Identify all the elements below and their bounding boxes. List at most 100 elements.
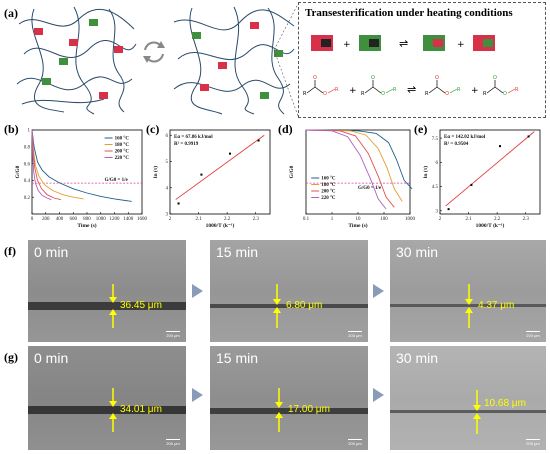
crack-width-value: 17.00 μm [288, 404, 330, 415]
legend-entry: 220 °C [321, 196, 336, 201]
svg-text:R: R [457, 87, 461, 93]
svg-text:O: O [313, 75, 317, 81]
legend-entry: 160 °C [115, 137, 130, 142]
x-tick-label: 1 [331, 217, 334, 222]
fit-annotation: R² = 0.9504 [444, 141, 469, 147]
x-tick-label: 2.1 [465, 217, 472, 222]
measure-arrows-icon [273, 284, 281, 328]
series-line [305, 129, 387, 210]
crack [390, 410, 546, 413]
block-reaction-row: + ⇌ + [311, 35, 495, 51]
svg-text:R: R [393, 87, 397, 93]
svg-text:O: O [493, 75, 497, 81]
time-arrow-icon [192, 388, 203, 402]
micrograph-time: 15 min [216, 244, 259, 260]
reference-line-label: G/G0 = 1/e [358, 186, 382, 191]
legend-entry: 180 °C [115, 143, 130, 148]
crack-width-value: 34.01 μm [120, 404, 162, 415]
x-tick-label: 1200 [110, 217, 121, 222]
time-arrow-icon [192, 284, 203, 298]
svg-text:O: O [381, 91, 385, 97]
fit-line [175, 134, 265, 200]
x-tick-label: 1600 [137, 217, 148, 222]
svg-text:R: R [425, 91, 429, 97]
crack-width-value: 6.80 μm [286, 300, 323, 311]
chart-b: 0 200 400 600 800 1000 1200 1400 1600 0.2 0.4 0.6 0.… [10, 124, 150, 241]
micrograph-time: 0 min [34, 350, 69, 366]
data-point [257, 139, 260, 142]
time-arrow-icon [373, 284, 384, 298]
micrograph-time: 15 min [216, 350, 259, 366]
data-point [447, 208, 450, 211]
svg-text:R: R [303, 91, 307, 97]
cycle-arrows-icon [143, 41, 165, 63]
scale-bar-label: 200 μm [348, 333, 362, 338]
micrograph-time: 30 min [396, 244, 439, 260]
crack [28, 302, 186, 310]
scale-bar-label: 200 μm [166, 441, 180, 446]
svg-text:R: R [515, 87, 519, 93]
svg-text:R: R [335, 87, 339, 93]
scale-bar: 200 μm [166, 331, 180, 338]
x-axis-label: 1000/T (k⁻¹) [476, 222, 505, 229]
svg-text:+: + [457, 40, 465, 50]
reference-line-label: G/G0 = 1/e [105, 178, 129, 183]
scheme-title: Transesterification under heating condit… [305, 7, 513, 19]
svg-text:O: O [445, 91, 449, 97]
data-point [470, 183, 473, 186]
x-tick-label: 0.1 [303, 217, 310, 222]
measure-arrows-icon [109, 284, 117, 328]
x-tick-label: 2.3 [253, 217, 260, 222]
panel-label-f: (f) [4, 244, 16, 258]
network-after-illustration [173, 6, 295, 115]
panel-label-g: (g) [4, 350, 18, 364]
chart-e-svg: 2 2.1 2.2 2.3 3 4.5 6 7.5 1000/T (k⁻¹) ln (τ) Eα =… [422, 129, 541, 229]
panel-label-c: (c) [146, 122, 160, 136]
x-tick-label: 2.2 [494, 217, 501, 222]
y-axis-label: G/G0 [15, 165, 21, 178]
scale-bar-label: 200 μm [526, 333, 540, 338]
svg-text:O: O [503, 91, 507, 97]
y-axis-label: G/G0 [289, 165, 295, 178]
series-line [31, 129, 84, 200]
panel-label-a: (a) [4, 6, 18, 20]
x-tick-label: 0 [31, 217, 34, 222]
x-tick-label: 600 [70, 217, 78, 222]
x-axis-label: Time (s) [348, 222, 367, 229]
x-tick-label: 2.2 [224, 217, 231, 222]
measure-arrows-icon [275, 388, 283, 432]
zoom-connector-lines [273, 3, 299, 117]
y-tick-label: 0.2 [24, 196, 31, 201]
data-point [200, 173, 203, 176]
svg-text:⇌: ⇌ [399, 37, 408, 50]
svg-text:+: + [349, 86, 357, 96]
crack-width-value: 36.45 μm [120, 300, 162, 311]
legend-entry: 200 °C [321, 190, 336, 195]
x-tick-label: 1000 [405, 217, 416, 222]
y-tick-label: 6 [436, 161, 439, 166]
scale-bar: 200 μm [526, 331, 540, 338]
scale-bar-label: 200 μm [166, 333, 180, 338]
x-tick-label: 1400 [123, 217, 134, 222]
chart-e: 2 2.1 2.2 2.3 3 4.5 6 7.5 1000/T (k⁻¹) ln (τ) Eα =… [420, 124, 546, 241]
crack [210, 408, 368, 414]
svg-text:⇌: ⇌ [407, 83, 416, 96]
crack [390, 304, 546, 307]
ester-reaction-row: R O O R + R O O R ⇌ R O O R + R O O R [303, 75, 519, 97]
micrograph-g-1: 15 min 17.00 μm 200 μm [210, 346, 368, 450]
measure-arrows-icon [473, 390, 481, 434]
time-arrow-icon [373, 388, 384, 402]
scale-bar: 200 μm [348, 439, 362, 446]
scale-bar: 200 μm [526, 439, 540, 446]
x-tick-label: 800 [83, 217, 91, 222]
svg-text:R: R [361, 91, 365, 97]
y-axis-label: ln (τ) [152, 166, 159, 178]
fit-annotation: Eα = 67.86 kJ/mol [174, 135, 213, 140]
series-line [305, 129, 395, 208]
chart-d-svg: 0.1 1 10 100 1000 Time (s) G/G0 G/G0 = 1/e 160 °… [289, 129, 416, 229]
svg-text:O: O [371, 75, 375, 81]
series-line [31, 129, 52, 201]
x-axis-label: Time (s) [77, 222, 96, 229]
network-before-illustration [16, 6, 137, 115]
fit-annotation: R² = 0.9919 [174, 141, 199, 147]
